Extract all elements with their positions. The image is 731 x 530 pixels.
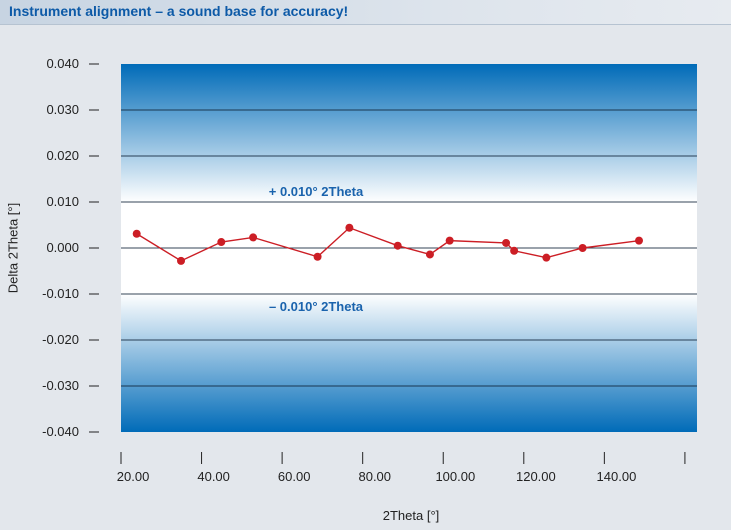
- y-tick-label: 0.040: [46, 56, 79, 71]
- data-point: [502, 238, 511, 247]
- y-tick-label: -0.040: [42, 424, 79, 439]
- upper-gradient-band: [121, 64, 697, 202]
- data-point: [510, 246, 519, 255]
- header-title: Instrument alignment – a sound base for …: [9, 3, 349, 19]
- x-tick-label: 100.00: [435, 469, 475, 484]
- y-axis-label: Delta 2Theta [°]: [5, 202, 21, 294]
- y-tick-label: 0.000: [46, 240, 79, 255]
- series-line: [136, 226, 640, 262]
- lower-tolerance-label: – 0.010° 2Theta: [269, 299, 364, 314]
- x-tick-label: 120.00: [516, 469, 556, 484]
- data-point: [425, 250, 434, 259]
- data-point: [393, 241, 402, 250]
- data-point: [313, 252, 322, 261]
- x-tick-label: 40.00: [197, 469, 230, 484]
- x-tick-label: 80.00: [358, 469, 391, 484]
- x-tick-label: 20.00: [117, 469, 150, 484]
- lower-gradient-band: [121, 294, 697, 432]
- x-tick-label: 140.00: [597, 469, 637, 484]
- data-point: [445, 236, 454, 245]
- y-tick-label: 0.010: [46, 194, 79, 209]
- data-point: [132, 229, 141, 238]
- header-bar: Instrument alignment – a sound base for …: [0, 0, 731, 25]
- y-tick-label: 0.020: [46, 148, 79, 163]
- data-point: [634, 236, 643, 245]
- x-tick-label: 60.00: [278, 469, 311, 484]
- y-tick-label: -0.010: [42, 286, 79, 301]
- data-point: [578, 244, 587, 252]
- x-axis-label: 2Theta [°]: [382, 508, 440, 523]
- chart-svg: 0.040 0.030 0.020 0.010 0.000 -0.010 -0.020 -0.…: [42, 56, 697, 484]
- upper-tolerance-label: + 0.010° 2Theta: [269, 184, 364, 199]
- data-point: [345, 223, 354, 232]
- data-point: [177, 256, 186, 265]
- data-point: [249, 233, 258, 242]
- data-point: [217, 238, 226, 247]
- y-tick-label: -0.030: [42, 378, 79, 393]
- y-tick-label: 0.030: [46, 102, 79, 117]
- data-point: [542, 253, 551, 262]
- y-tick-label: -0.020: [42, 332, 79, 347]
